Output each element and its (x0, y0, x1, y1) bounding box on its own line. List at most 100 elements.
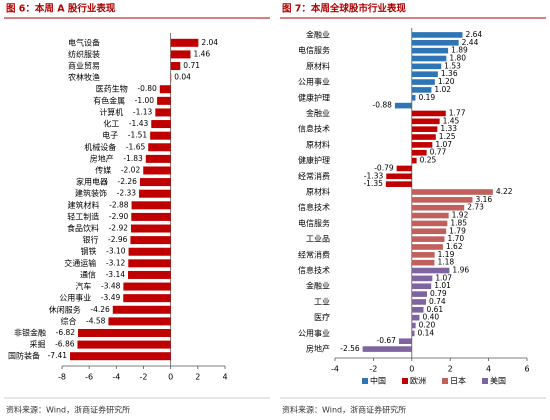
bar (386, 173, 412, 180)
value-label: 0.71 (183, 61, 200, 70)
bar (411, 39, 459, 46)
category-label: 计算机 (99, 107, 123, 117)
value-label: 1.77 (449, 108, 466, 117)
bar (170, 73, 172, 82)
bar (131, 201, 171, 210)
chart-title: 图 7：本周全球股市行业表现 (282, 3, 406, 15)
bar (411, 189, 493, 195)
category-label: 化工 (103, 119, 119, 129)
category-label: 原材料 (306, 187, 330, 197)
category-label: 有色金属 (93, 95, 125, 105)
bar (362, 346, 412, 352)
bar (411, 275, 433, 282)
category-label: 机械设备 (84, 142, 116, 152)
category-label: 公用事业 (298, 328, 330, 338)
value-label: -0.79 (374, 163, 394, 172)
category-label: 家用电器 (76, 177, 108, 187)
bar (411, 322, 416, 329)
bar (77, 340, 171, 349)
value-label: 4.22 (496, 187, 513, 196)
value-label: 1.02 (434, 85, 451, 94)
value-label: -2.92 (109, 224, 129, 233)
value-label: 0.20 (419, 321, 436, 330)
bar (157, 96, 171, 105)
category-label: 国防装备 (8, 351, 40, 361)
category-label: 轻工制造 (67, 211, 99, 221)
x-tick-label: -2 (140, 373, 148, 382)
category-label: 建筑装饰 (75, 188, 107, 198)
category-label: 房地产 (90, 153, 114, 163)
category-label: 电子 (102, 130, 118, 140)
bar (151, 120, 171, 129)
value-label: 0.74 (429, 297, 446, 306)
bar (112, 305, 171, 314)
category-label: 信息技术 (298, 124, 330, 134)
category-label: 采掘 (29, 339, 45, 349)
category-label: 健康护理 (298, 155, 330, 165)
category-label: 钢铁 (81, 246, 97, 256)
bar (143, 166, 171, 175)
bar (411, 134, 436, 140)
chart-title: 图 6：本周 A 股行业表现 (6, 3, 116, 15)
value-label: -0.80 (137, 84, 157, 93)
bar (411, 212, 449, 219)
bar (411, 307, 424, 313)
value-label: 1.20 (438, 77, 455, 86)
value-label: 2.64 (465, 30, 482, 39)
bar (411, 79, 435, 85)
category-label: 医疗 (314, 312, 330, 322)
value-label: 1.45 (443, 116, 460, 125)
category-label: 金融业 (306, 281, 330, 291)
bar (411, 55, 447, 62)
category-label: 电信服务 (298, 45, 330, 55)
value-label: -4.58 (86, 316, 106, 325)
value-label: -3.49 (101, 293, 121, 302)
value-label: 0.61 (427, 305, 444, 314)
x-tick-label: -4 (112, 373, 120, 382)
category-label: 工业 (314, 296, 330, 306)
category-label: 金融业 (306, 108, 330, 118)
category-label: 信息技术 (298, 265, 330, 275)
value-label: 0.77 (430, 148, 447, 157)
bar (411, 244, 443, 250)
value-label: -2.96 (108, 235, 128, 244)
value-label: -1.51 (128, 131, 148, 140)
bar (411, 252, 435, 258)
value-label: -6.86 (55, 340, 75, 349)
category-label: 交通运输 (64, 258, 96, 268)
value-label: 2.44 (462, 38, 479, 47)
value-label: -6.82 (56, 328, 76, 337)
bar (411, 94, 416, 101)
value-label: -1.13 (133, 107, 153, 116)
x-tick-label: -6 (85, 373, 93, 382)
bar (411, 283, 432, 290)
category-label: 汽车 (75, 281, 91, 291)
x-tick-label: 6 (524, 365, 529, 374)
category-label: 食品饮料 (67, 223, 99, 233)
value-label: 1.18 (437, 258, 454, 267)
bar (411, 299, 427, 305)
x-tick-label: 0 (409, 365, 414, 374)
value-label: 1.85 (450, 218, 467, 227)
bar (411, 228, 447, 235)
category-label: 通信 (80, 269, 96, 279)
bar (170, 50, 191, 59)
source-note: 资料来源：Wind，浙商证券研究所 (6, 405, 130, 415)
bar (155, 108, 171, 117)
value-label: 1.53 (444, 61, 461, 70)
bar (411, 71, 438, 77)
value-label: 2.04 (201, 38, 218, 47)
value-label: -2.02 (121, 165, 141, 174)
bar (131, 212, 171, 221)
bar (170, 62, 181, 71)
legend-label: 日本 (450, 376, 466, 386)
bar (411, 314, 420, 321)
bar (130, 236, 171, 245)
bar (411, 197, 473, 203)
x-tick-label: 0 (168, 373, 173, 382)
value-label: -3.10 (106, 247, 126, 256)
value-label: -2.88 (109, 200, 129, 209)
category-label: 医药生物 (96, 84, 128, 94)
value-label: -4.26 (90, 305, 110, 314)
category-label: 非银金融 (14, 327, 46, 337)
